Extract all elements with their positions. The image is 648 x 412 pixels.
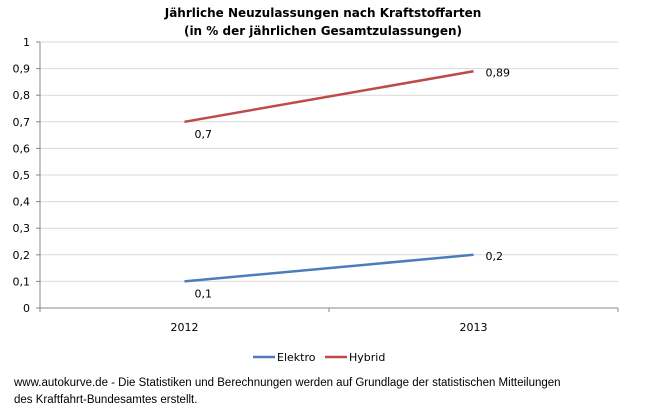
y-tick-label: 0,1 [13,275,31,288]
legend-label: Hybrid [349,351,385,364]
footer-line-1: www.autokurve.de - Die Statistiken und B… [14,377,561,389]
y-tick-label: 0,8 [13,89,31,102]
legend-label: Elektro [277,351,316,364]
source-footer: www.autokurve.de - Die Statistiken und B… [14,375,644,409]
y-tick-label: 0,5 [13,169,31,182]
chart-title: Jährliche Neuzulassungen nach Kraftstoff… [164,6,482,20]
series-line-hybrid [184,70,474,124]
y-tick-label: 0,4 [13,196,31,209]
data-label: 0,1 [195,287,213,300]
data-label: 0,7 [195,128,213,141]
line-chart: Jährliche Neuzulassungen nach Kraftstoff… [13,6,619,364]
chart-subtitle: (in % der jährlichen Gesamtzulassungen) [184,24,462,38]
y-tick-label: 0,9 [13,63,31,76]
data-label: 0,2 [486,250,504,263]
y-tick-label: 0,3 [13,222,31,235]
y-tick-label: 1 [23,36,30,49]
y-tick-label: 0,7 [13,116,31,129]
y-tick-label: 0 [23,302,30,315]
x-tick-label: 2012 [171,321,199,334]
y-tick-label: 0,6 [13,142,31,155]
series-line-elektro [184,253,474,283]
x-tick-label: 2013 [460,321,488,334]
footer-line-2: des Kraftfahrt-Bundesamtes erstellt. [14,394,198,406]
data-label: 0,89 [486,66,511,79]
y-tick-label: 0,2 [13,249,31,262]
